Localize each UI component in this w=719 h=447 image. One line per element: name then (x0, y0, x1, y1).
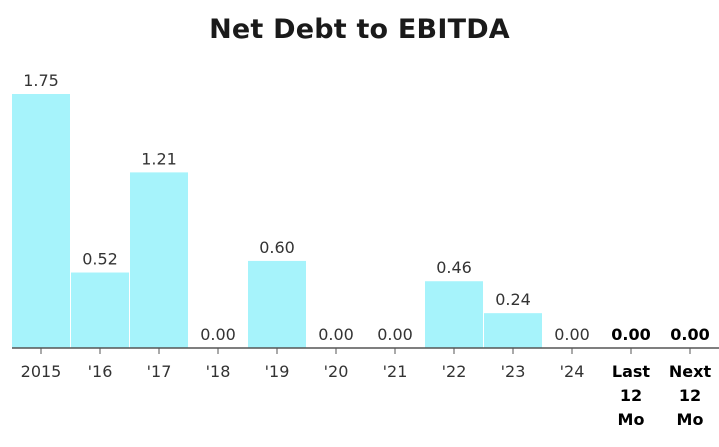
value-label-7: 0.46 (436, 258, 472, 277)
bar-8 (484, 313, 542, 348)
tick-label-8: '23 (501, 362, 526, 381)
tick-label-1: '16 (88, 362, 113, 381)
tick-label-4: '19 (265, 362, 290, 381)
bar-0 (12, 94, 70, 348)
value-label-10: 0.00 (611, 325, 650, 344)
value-label-6: 0.00 (377, 325, 413, 344)
value-label-5: 0.00 (318, 325, 354, 344)
value-label-3: 0.00 (200, 325, 236, 344)
tick-label-2: '17 (147, 362, 172, 381)
value-label-0: 1.75 (23, 71, 59, 90)
tick-label-3: '18 (206, 362, 231, 381)
tick-label-6: '21 (383, 362, 408, 381)
value-label-9: 0.00 (554, 325, 590, 344)
bar-1 (71, 272, 129, 348)
tick-label-7: '22 (442, 362, 467, 381)
chart-title: Net Debt to EBITDA (209, 14, 510, 45)
tick-label-9: '24 (560, 362, 585, 381)
bar-7 (425, 281, 483, 348)
tick-label-10: Last 12 Mo (612, 362, 651, 429)
value-label-8: 0.24 (495, 290, 531, 309)
bar-4 (248, 260, 306, 348)
value-label-4: 0.60 (259, 238, 295, 257)
tick-label-0: 2015 (21, 362, 62, 381)
bar-2 (130, 172, 188, 348)
tick-label-11: Next 12 Mo (669, 362, 712, 429)
value-label-11: 0.00 (670, 325, 709, 344)
tick-label-5: '20 (324, 362, 349, 381)
value-label-2: 1.21 (141, 149, 177, 168)
value-label-1: 0.52 (82, 250, 118, 269)
